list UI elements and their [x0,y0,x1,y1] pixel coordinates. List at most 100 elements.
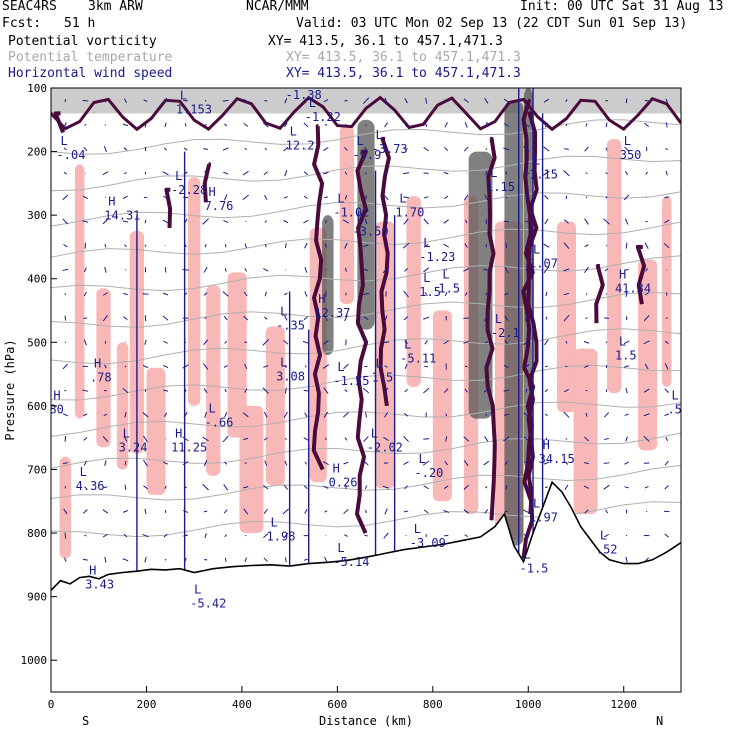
wind-vector [585,196,588,199]
x-tick-label: 0 [48,698,55,711]
wind-vector [203,148,209,150]
wind-vector [365,412,367,418]
annotation-h-letter: H [89,563,96,577]
wind-vector [203,266,208,273]
annotation-h-letter: H [53,389,60,403]
annotation-value: -2.1 [491,326,520,340]
wind-vector [63,171,67,175]
wind-vector [344,534,348,537]
wind-vector [663,243,670,249]
wind-vector [83,267,87,273]
wind-vector [204,411,208,418]
wind-vector [123,533,128,538]
annotation-value: 3.08 [276,369,305,383]
wind-vector [445,413,448,417]
wind-vector [625,556,628,563]
annotation-value: 350 [620,148,642,162]
wind-vector [103,146,107,153]
annotation-value: 3.43 [85,577,114,591]
wind-vector [224,388,227,393]
annotation-l-letter: L [404,338,411,352]
theta-contour [51,119,681,155]
wind-vector [463,146,469,152]
wind-vector [124,412,127,418]
wind-vector [444,195,449,200]
annotation-value: 1.70 [395,205,424,219]
wind-vector [82,195,88,200]
wind-vector [484,509,489,514]
wind-vector [403,461,409,466]
wind-vector [544,339,549,346]
wind-vector [464,388,468,393]
pv-contour [378,136,391,407]
wind-vector [302,340,309,344]
wind-vector [644,363,649,370]
wind-vector [344,242,348,249]
wind-vector [323,387,329,394]
wind-vector [83,413,88,417]
wind-vector [123,172,127,175]
annotation-value: -1.5 [520,561,549,575]
wind-vector [644,292,649,296]
wind-vector [423,316,430,320]
wind-vector [284,437,287,440]
wind-vector [123,147,128,151]
annotation-h-letter: H [333,462,340,476]
wind-vector [162,219,169,224]
wind-vector [383,387,389,394]
annotation-h-letter: H [209,185,216,199]
wind-vector [483,460,490,466]
wind-vector [583,436,590,442]
wind-vector [344,99,348,102]
wind-vector [224,557,227,562]
wind-vector [503,220,509,223]
wind-vector [665,170,668,176]
wind-vector [104,266,107,273]
wind-vector [263,437,268,441]
wind-vector [182,509,189,514]
wind-vector [664,196,670,199]
wind-vector [424,291,428,297]
wind-vector [244,557,247,563]
wind-vector [384,412,389,418]
wind-vector [304,461,308,465]
annotation-value: .50 [667,403,689,417]
wind-vector [465,219,468,224]
pink-shade-region [239,405,264,534]
wind-vector [445,436,448,442]
wind-vector [625,123,628,127]
annotation-value: 3.24 [119,441,148,455]
annotation-l-letter: L [123,427,130,441]
wind-vector [284,170,288,177]
wind-vector [503,147,510,151]
wind-vector [83,291,87,297]
wind-vector [62,413,68,417]
annotation-value: -.20 [415,466,444,480]
annotation-l-letter: L [442,268,449,282]
pv-contour [484,136,497,521]
y-tick-label: 300 [27,209,47,222]
wind-vector [523,412,530,418]
annotation-l-letter: L [600,528,607,542]
wind-vector [242,171,249,176]
wind-vector [64,532,67,539]
wind-vector [645,268,648,272]
wind-vector [505,243,508,249]
annotation-l-letter: L [271,516,278,530]
wind-vector [342,219,350,224]
wind-vector [122,558,129,562]
wind-vector [583,340,590,344]
wind-vector [404,267,408,272]
wind-vector [142,364,149,369]
annotation-h-letter: H [108,195,115,209]
wind-vector [484,365,489,368]
terrain-fill [51,482,681,692]
wind-vector [383,219,389,224]
wind-vector [604,268,609,272]
x-tick-label: 200 [137,698,157,711]
pv-contour [594,264,605,324]
annotation-value: 12.2 [286,139,315,153]
wind-vector [423,243,429,248]
wind-vector [102,509,109,514]
